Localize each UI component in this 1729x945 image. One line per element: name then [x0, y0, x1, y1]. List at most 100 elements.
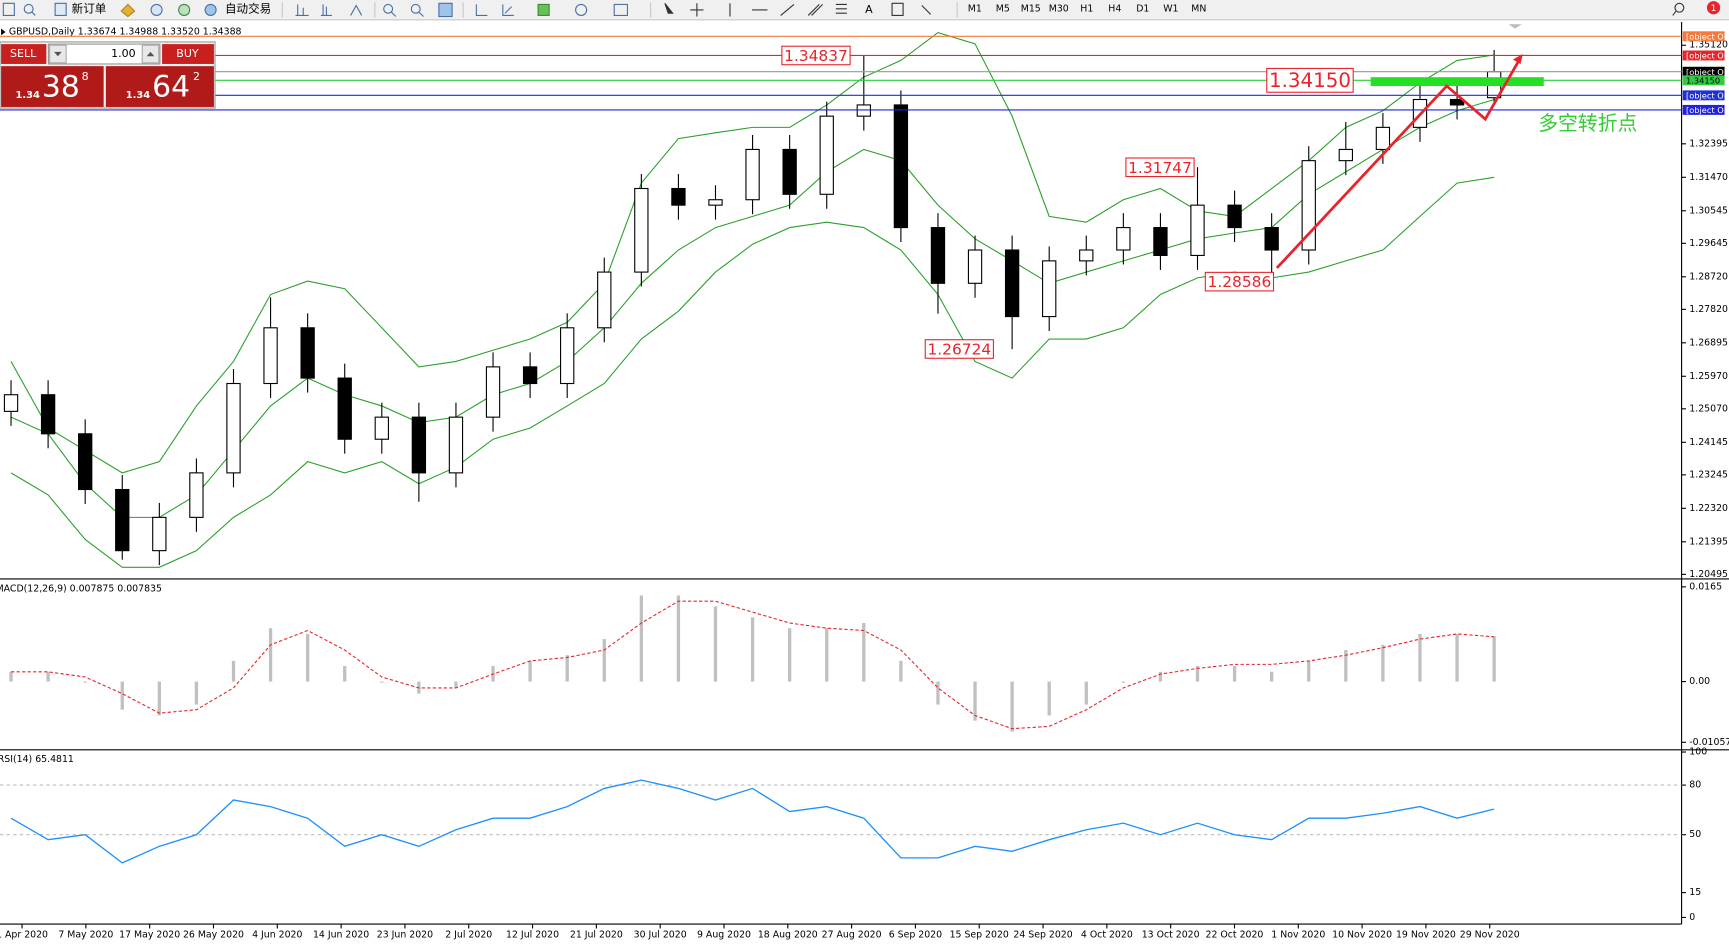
macd-bar [46, 671, 50, 682]
timeframe-button[interactable]: D1 [1136, 3, 1149, 14]
candle-body [967, 249, 983, 284]
lot-input[interactable] [47, 43, 161, 65]
macd-bar [1121, 681, 1126, 683]
candle-body [1190, 204, 1205, 256]
sell-price-box[interactable] [1, 66, 104, 107]
rsi-pane: RSI(14) 65.4811 [0, 754, 1682, 864]
candle-body [263, 327, 278, 385]
macd-bar [454, 681, 458, 688]
new-order-button[interactable]: 新订单 [72, 1, 107, 15]
timeframe-button[interactable]: M1 [968, 3, 982, 14]
x-tick-label: 23 Jun 2020 [377, 930, 433, 941]
candle-body [115, 488, 130, 552]
timeframe-button[interactable]: M5 [996, 3, 1010, 14]
buy-button[interactable] [162, 44, 214, 64]
candle-body [634, 187, 649, 273]
y-tick-label: 1.32395 [1689, 138, 1728, 149]
candle-body [3, 394, 19, 412]
candle-body [226, 382, 241, 474]
timeframe-button[interactable]: H1 [1080, 3, 1093, 14]
y-tick-label: 0.00 [1689, 676, 1710, 687]
buy-fraction: 2 [193, 70, 200, 83]
y-tick-label: 50 [1689, 829, 1701, 840]
timeframe-button[interactable]: W1 [1163, 3, 1178, 14]
resistance-band [1370, 77, 1544, 87]
macd-bar [268, 628, 273, 682]
arrow-head [1512, 54, 1523, 64]
macd-bar [1307, 660, 1311, 682]
candle-body [189, 472, 204, 518]
candle-body [374, 416, 389, 440]
x-tick-label: 7 May 2020 [58, 930, 113, 941]
buy-label: BUY [176, 47, 199, 60]
annotation-label: 1.34837 [784, 47, 848, 65]
x-tick-label: 6 Sep 2020 [889, 930, 942, 941]
candle-body [856, 104, 871, 117]
candle-body [708, 199, 723, 206]
timeframe-button[interactable]: MN [1191, 3, 1206, 14]
candle-body [300, 327, 315, 379]
macd-bar [1492, 636, 1496, 682]
candle-body [40, 394, 56, 435]
macd-bar [1270, 671, 1274, 682]
candle-body [1375, 126, 1391, 150]
macd-bar [788, 628, 792, 682]
candle-body [337, 377, 352, 440]
trend-drawing [1275, 54, 1544, 269]
x-tick-label: 9 Aug 2020 [697, 930, 751, 941]
sell-button[interactable] [1, 44, 47, 64]
axes: 1.35120 1.32395 1.31470 1.30545 1.29645 1.287… [0, 31, 1729, 941]
notification-badge[interactable] [1706, 1, 1721, 15]
buy-price-box[interactable] [105, 66, 214, 107]
candle-body [745, 148, 760, 201]
macd-bar [343, 666, 347, 682]
x-tick-label: 22 Oct 2020 [1206, 930, 1264, 941]
timeframe-button[interactable]: H4 [1108, 3, 1121, 14]
price-level-tag [1682, 90, 1725, 101]
y-tick-label: 1.25970 [1689, 371, 1728, 382]
macd-bar [1344, 650, 1348, 682]
timeframe-button[interactable]: M15 [1021, 3, 1041, 14]
candle-body [1116, 227, 1131, 251]
macd-bar [862, 623, 866, 682]
x-tick-label: 12 Jul 2020 [506, 930, 559, 941]
y-tick-label: 1.29645 [1689, 238, 1728, 249]
x-tick-label: 24 Sep 2020 [1013, 930, 1072, 941]
macd-bar [1084, 681, 1088, 705]
chart-header: GBPUSD,Daily 1.33674 1.34988 1.33520 1.3… [9, 26, 242, 37]
macd-bar [750, 617, 755, 682]
macd-bar [825, 628, 829, 682]
y-tick-label: 1.26895 [1689, 337, 1728, 348]
y-tick-label: 1.20495 [1689, 569, 1728, 580]
auto-trading-button[interactable]: 自动交易 [225, 1, 271, 15]
candle-body [893, 104, 909, 229]
sell-label: SELL [10, 47, 37, 60]
price-level-label: [object Object] [1686, 31, 1729, 41]
candle-body [1338, 148, 1353, 162]
up-arrow [146, 51, 155, 57]
x-tick-label: 4 Jun 2020 [252, 930, 302, 941]
candle-body [78, 433, 93, 491]
y-tick-label: -0.010571 [1689, 737, 1729, 748]
timeframe-bar: M1 M5 M15 M30 H1 H4 D1 W1 MN [968, 3, 1207, 14]
annotation-label: 1.34150 [1269, 69, 1351, 92]
trend-arrow [1275, 58, 1521, 269]
turning-point-note: 多空转折点 [1538, 112, 1637, 135]
x-tick-label: 19 Nov 2020 [1396, 930, 1456, 941]
macd-bar [528, 660, 532, 682]
x-tick-label: 10 Nov 2020 [1332, 930, 1392, 941]
macd-bar [1455, 633, 1459, 682]
candle-body [560, 327, 575, 385]
annotation-box [924, 339, 994, 359]
price-level-tag [1682, 50, 1725, 61]
annotation-box [1125, 157, 1195, 178]
y-tick-label: 1.21395 [1689, 536, 1728, 547]
timeframe-button[interactable]: M30 [1049, 3, 1069, 14]
annotation-label: 1.31747 [1128, 159, 1192, 177]
sell-pips: 38 [42, 70, 80, 105]
candle-body [448, 416, 464, 474]
macd-bar [1232, 666, 1237, 682]
price-level-tag [1682, 31, 1725, 42]
y-tick-label: 100 [1689, 747, 1707, 758]
text-tool[interactable]: A [865, 3, 873, 16]
